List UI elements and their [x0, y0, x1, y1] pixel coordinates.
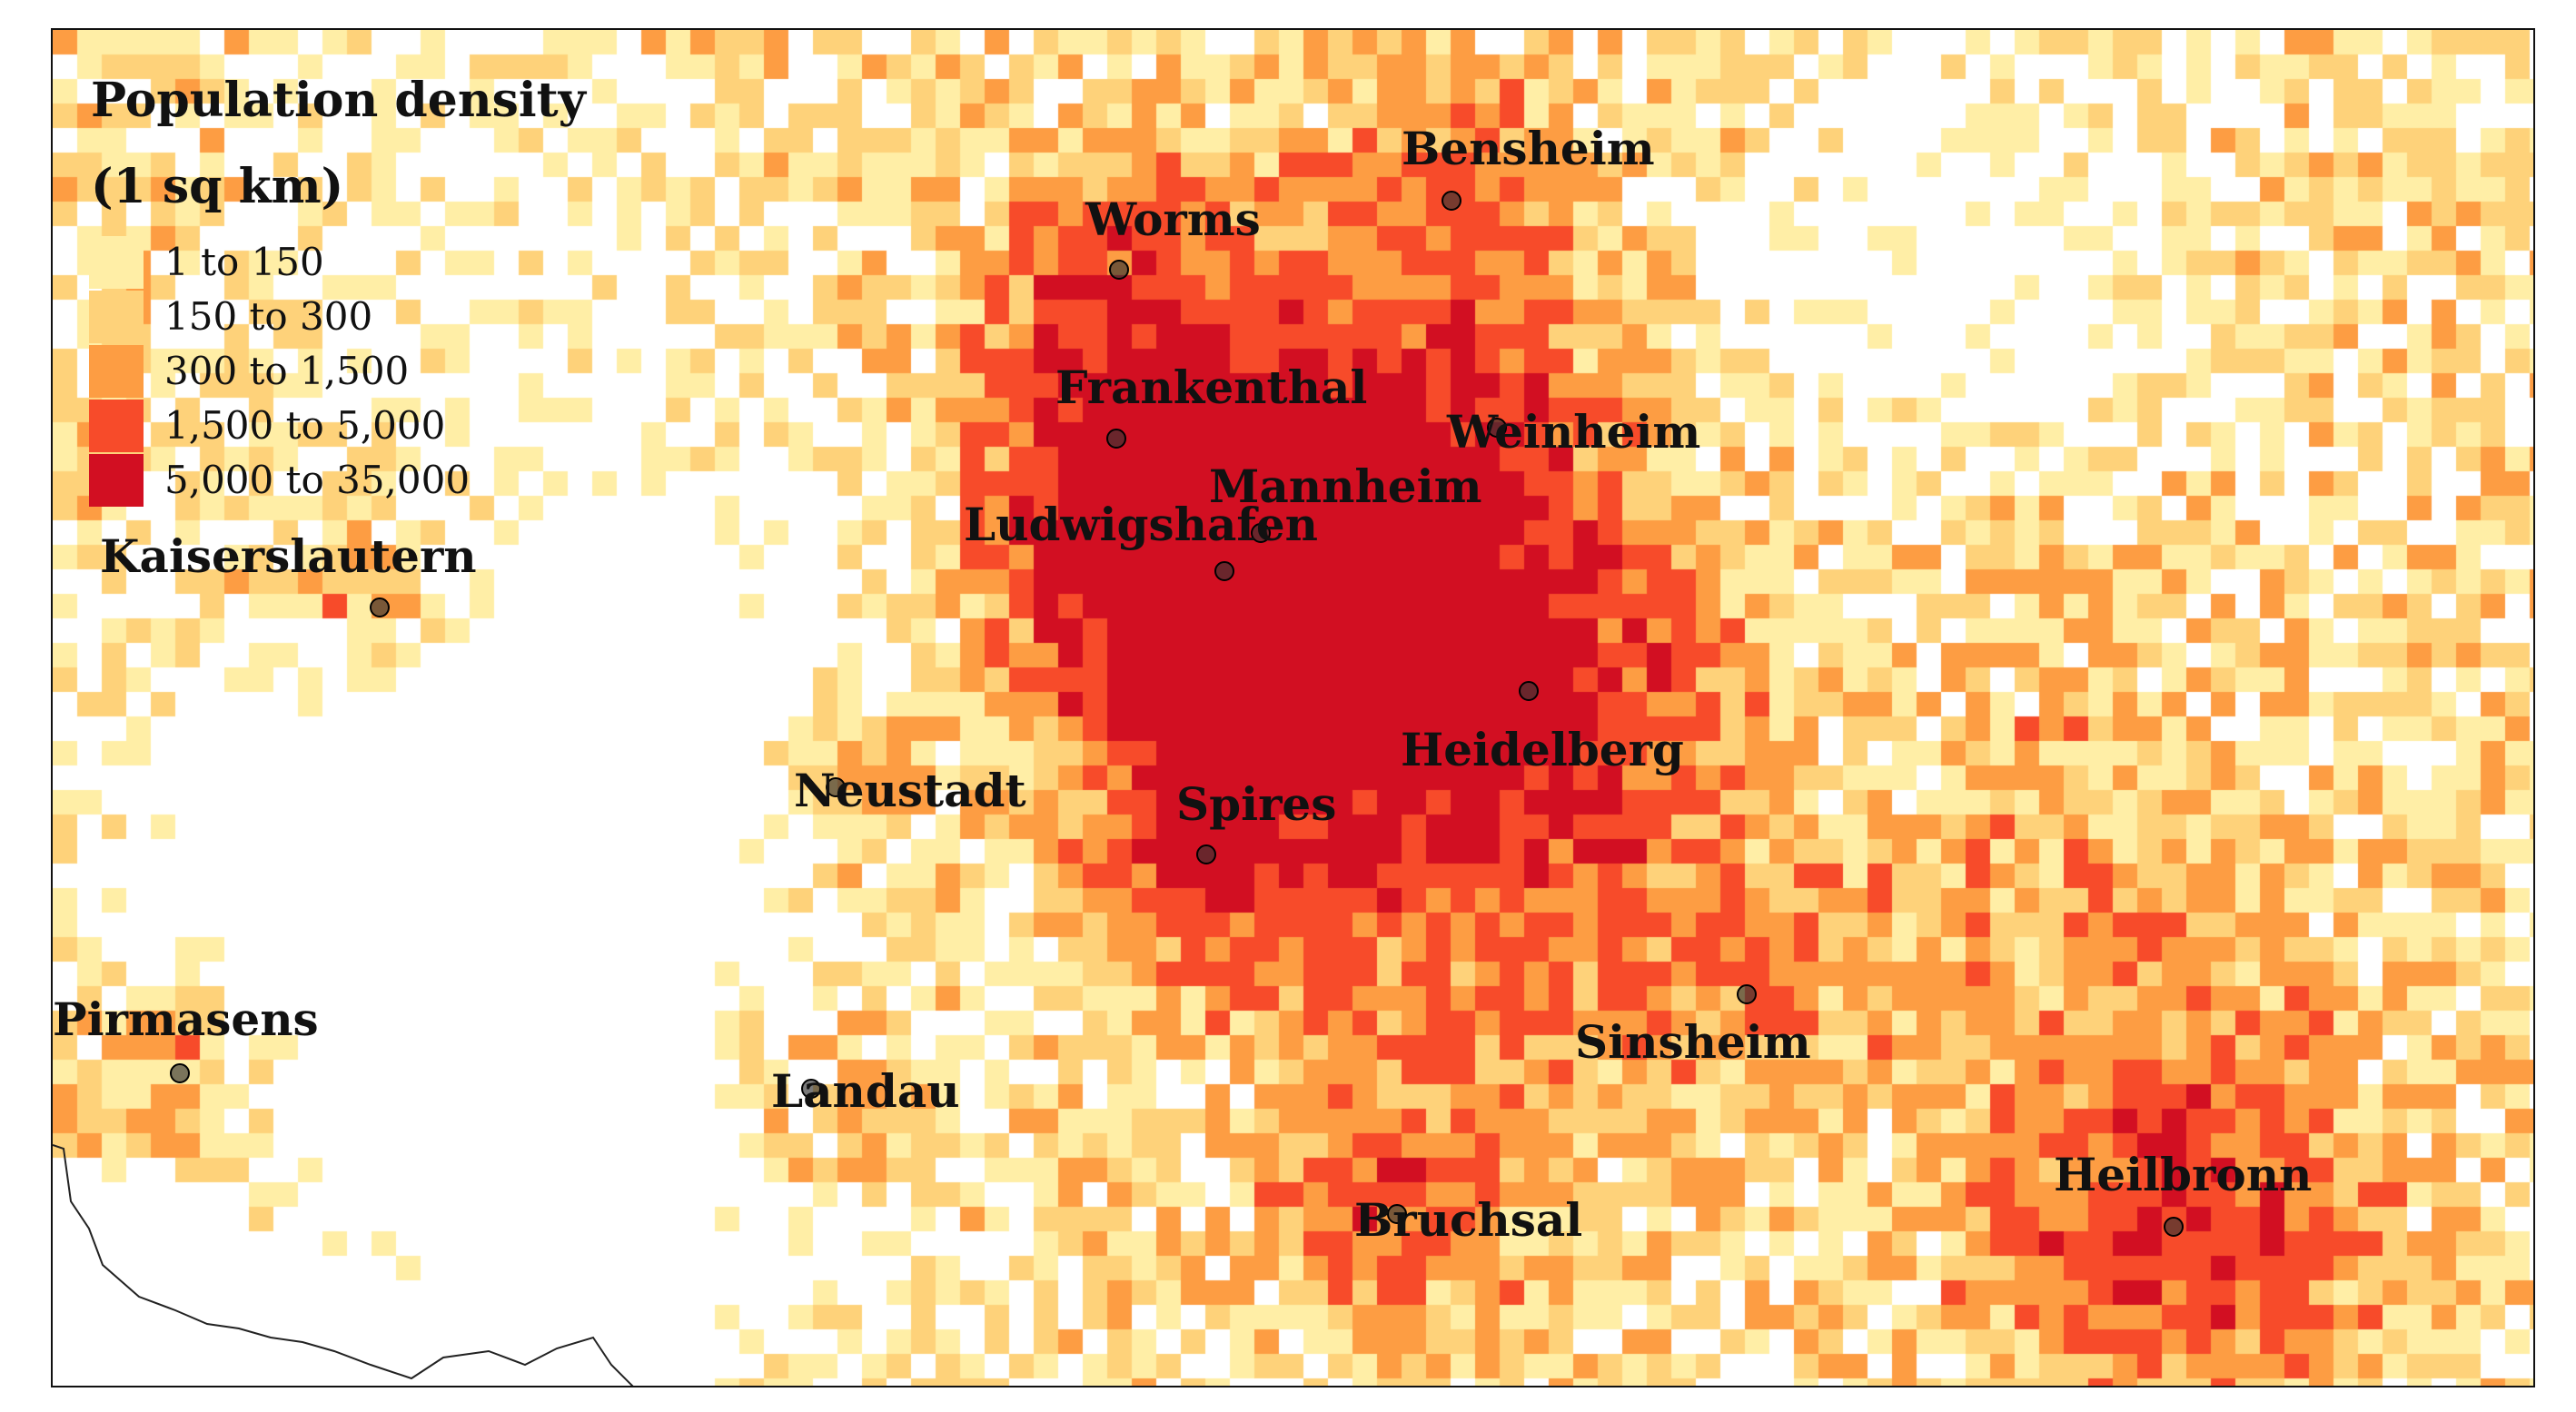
city-marker-mannheim — [1251, 523, 1271, 543]
legend-label-5: 5,000 to 35,000 — [164, 458, 470, 502]
city-marker-heilbronn — [2164, 1217, 2184, 1237]
city-label-neustadt: Neustadt — [794, 764, 1026, 817]
city-labels: Bensheim Worms Frankenthal Weinheim Mann… — [53, 122, 2312, 1247]
city-marker-worms — [1109, 260, 1129, 280]
city-label-landau: Landau — [771, 1064, 960, 1118]
legend-title-line1: Population density — [91, 73, 588, 128]
legend-swatch-1 — [89, 236, 144, 289]
city-label-heidelberg: Heidelberg — [1401, 723, 1684, 776]
city-label-spires: Spires — [1176, 777, 1336, 831]
city-label-heilbronn: Heilbronn — [2054, 1148, 2312, 1201]
city-label-bruchsal: Bruchsal — [1354, 1193, 1582, 1247]
city-marker-spires — [1196, 844, 1216, 864]
legend-swatch-4 — [89, 400, 144, 452]
city-label-sinsheim: Sinsheim — [1575, 1015, 1811, 1069]
city-label-bensheim: Bensheim — [1402, 122, 1655, 175]
city-label-weinheim: Weinheim — [1446, 405, 1700, 459]
legend-swatch-3 — [89, 345, 144, 398]
city-marker-bensheim — [1442, 191, 1461, 211]
city-label-worms: Worms — [1085, 193, 1261, 246]
legend-swatch-2 — [89, 291, 144, 343]
city-marker-neustadt — [826, 777, 846, 797]
city-label-pirmasens: Pirmasens — [53, 992, 319, 1046]
legend-title-line2: (1 sq km) — [91, 159, 343, 214]
legend-label-1: 1 to 150 — [164, 240, 324, 284]
city-marker-ludwigshafen — [1214, 561, 1234, 581]
population-density-grid — [53, 30, 2533, 1386]
legend-label-2: 150 to 300 — [164, 294, 372, 339]
city-markers — [170, 191, 2184, 1237]
legend-swatch-5 — [89, 454, 144, 507]
map-frame: Bensheim Worms Frankenthal Weinheim Mann… — [51, 28, 2535, 1387]
city-label-mannheim: Mannheim — [1209, 459, 1482, 513]
city-label-ludwigshafen: Ludwigshafen — [964, 498, 1318, 551]
city-marker-frankenthal — [1106, 429, 1126, 449]
city-marker-pirmasens — [170, 1063, 190, 1083]
city-label-kaiserslautern: Kaiserslautern — [100, 529, 477, 583]
city-marker-heidelberg — [1519, 681, 1539, 701]
city-marker-weinheim — [1487, 418, 1507, 438]
city-marker-bruchsal — [1387, 1204, 1407, 1224]
city-marker-landau — [801, 1079, 821, 1099]
national-border-line — [53, 1144, 634, 1386]
legend-label-4: 1,500 to 5,000 — [164, 403, 445, 448]
city-marker-sinsheim — [1737, 984, 1757, 1004]
legend: Population density (1 sq km) 1 to 150 15… — [89, 73, 588, 507]
legend-label-3: 300 to 1,500 — [164, 349, 409, 393]
city-label-frankenthal: Frankenthal — [1055, 360, 1367, 414]
map-overlay: Bensheim Worms Frankenthal Weinheim Mann… — [53, 73, 2312, 1386]
city-marker-kaiserslautern — [370, 597, 390, 617]
